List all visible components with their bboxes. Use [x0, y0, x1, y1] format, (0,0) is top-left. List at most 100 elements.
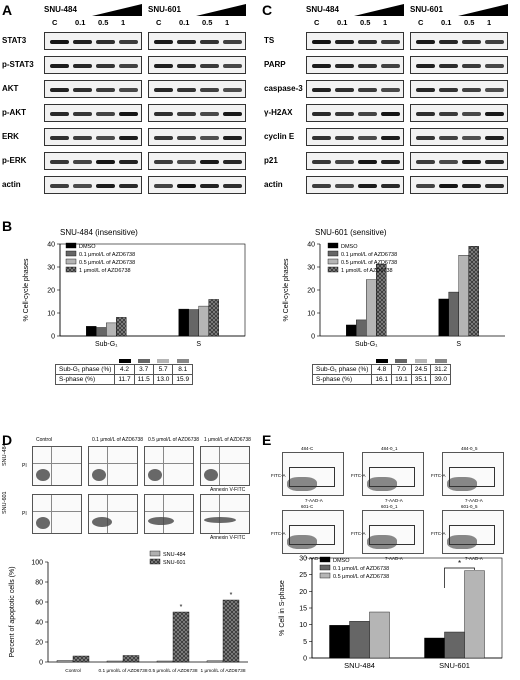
- table-header-row: [56, 358, 193, 365]
- protein-band: [462, 160, 481, 164]
- bar: [444, 631, 465, 659]
- flow-y-axis-label: FITC-A: [431, 531, 446, 536]
- cell-population: [447, 477, 477, 491]
- significance-marker: *: [230, 592, 233, 599]
- bar: [198, 305, 209, 337]
- quadrant-line: [162, 495, 164, 533]
- significance-bracket: [444, 567, 475, 588]
- bar: [172, 611, 190, 663]
- legend-label: 0.5 μmol/L of AZD6738: [341, 260, 397, 266]
- protein-band: [462, 88, 481, 92]
- cell-population: [367, 477, 397, 491]
- protein-band: [381, 136, 400, 140]
- protein-band: [200, 64, 219, 68]
- gate-box: [369, 525, 415, 545]
- table-row-header: Sub-G₁ phase (%): [54, 364, 116, 375]
- significance-marker: *: [458, 559, 461, 568]
- flow-x-axis-label: Annexin V-FITC: [210, 535, 246, 541]
- protein-label: p21: [264, 156, 278, 165]
- protein-band: [177, 160, 196, 164]
- flow-column-title: 1 μmol/L of AZD6738: [204, 437, 251, 443]
- cell-cycle-chart-snu484: 0 10 20 30 40 % Cell-cycle phases Sub-G₁ S DMSO 0…: [23, 242, 246, 348]
- lane-label: 1: [121, 18, 126, 27]
- protein-band: [312, 64, 331, 68]
- protein-band: [381, 160, 400, 164]
- bar: [56, 660, 74, 663]
- legend-swatch: [149, 558, 161, 565]
- table-row-header: S-phase (%): [311, 374, 373, 385]
- flow-x-axis-label: 7-AAD-A: [465, 556, 483, 561]
- bar: [188, 309, 199, 337]
- protein-band: [381, 184, 400, 188]
- table-cell: 3.7: [133, 364, 154, 375]
- bar: [349, 621, 370, 659]
- flow-plot: [144, 494, 194, 534]
- y-tick-label: 30: [299, 556, 307, 563]
- y-tick-label: 0: [311, 334, 315, 341]
- cell-population: [204, 469, 218, 481]
- protein-band: [200, 136, 219, 140]
- lane-label: 0.5: [360, 18, 371, 27]
- dose-wedge-icon: [196, 4, 246, 16]
- cell-population: [36, 469, 50, 481]
- protein-band: [335, 88, 354, 92]
- lane-label: 0.1: [337, 18, 348, 27]
- y-tick-label: 10: [299, 622, 307, 629]
- flow-plot-title: 484-C: [301, 446, 314, 451]
- lane-label: 0.1: [441, 18, 452, 27]
- x-tick-label: 1 μmol/L of AZD6738: [201, 668, 246, 674]
- flow-column-title: 0.5 μmol/L of AZD6738: [148, 437, 200, 443]
- y-tick-label: 25: [299, 572, 307, 579]
- legend-swatch: [375, 359, 388, 363]
- bar: [464, 570, 485, 659]
- bar: [356, 319, 367, 337]
- flow-plot: 601-C 7-AAD-A FITC-A: [271, 504, 344, 561]
- table-cell: 39.0: [430, 374, 452, 385]
- flow-y-axis-label: PI: [22, 463, 27, 469]
- protein-band: [485, 64, 504, 68]
- table-cell: 7.0: [391, 364, 412, 375]
- flow-y-axis-label: FITC-A: [271, 531, 286, 536]
- table-row: S-phase (%) 16.1 19.1 35.1 39.0: [311, 374, 452, 385]
- table-cell: 13.0: [152, 374, 174, 385]
- quadrant-line: [162, 447, 164, 485]
- y-tick-label: 20: [307, 288, 315, 295]
- blot-strip: [306, 128, 404, 146]
- protein-band: [312, 160, 331, 164]
- cell-line-header: SNU-601: [410, 5, 443, 14]
- bar: [468, 246, 479, 337]
- protein-band: [358, 40, 377, 44]
- quadrant-line: [218, 447, 220, 485]
- legend-label: 0.1 μmol/L of AZD6738: [333, 566, 389, 572]
- lane-label: C: [156, 18, 162, 27]
- protein-band: [485, 112, 504, 116]
- cell-population: [287, 535, 317, 549]
- blot-strip: [410, 128, 508, 146]
- protein-band: [73, 136, 92, 140]
- protein-band: [485, 136, 504, 140]
- cell-population: [367, 535, 397, 549]
- bar: [222, 599, 240, 663]
- lane-label: 1: [383, 18, 388, 27]
- protein-band: [416, 136, 435, 140]
- table-swatch-cell: [392, 358, 412, 365]
- legend-label: DMSO: [333, 558, 350, 564]
- table-row: Sub-G₁ phase (%) 4.2 3.7 5.7 8.1: [54, 364, 194, 375]
- blot-strip: [44, 176, 142, 194]
- legend-swatch: [65, 242, 77, 249]
- flow-plot-title: 484-0_5: [461, 446, 478, 451]
- cell-population: [92, 517, 112, 527]
- protein-band: [154, 88, 173, 92]
- gate-box: [449, 525, 495, 545]
- flow-plot-title: 601-0_1: [381, 504, 398, 509]
- blot-strip: [148, 152, 246, 170]
- legend-swatch: [415, 359, 428, 363]
- bar: [156, 660, 174, 663]
- cell-population: [36, 517, 50, 529]
- blot-strip: [306, 176, 404, 194]
- x-tick-label: Sub-G₁: [355, 341, 378, 348]
- y-tick-label: 20: [47, 288, 55, 295]
- table-row-header: Sub-G₁ phase (%): [311, 364, 373, 375]
- bar: [72, 655, 90, 663]
- protein-band: [119, 40, 138, 44]
